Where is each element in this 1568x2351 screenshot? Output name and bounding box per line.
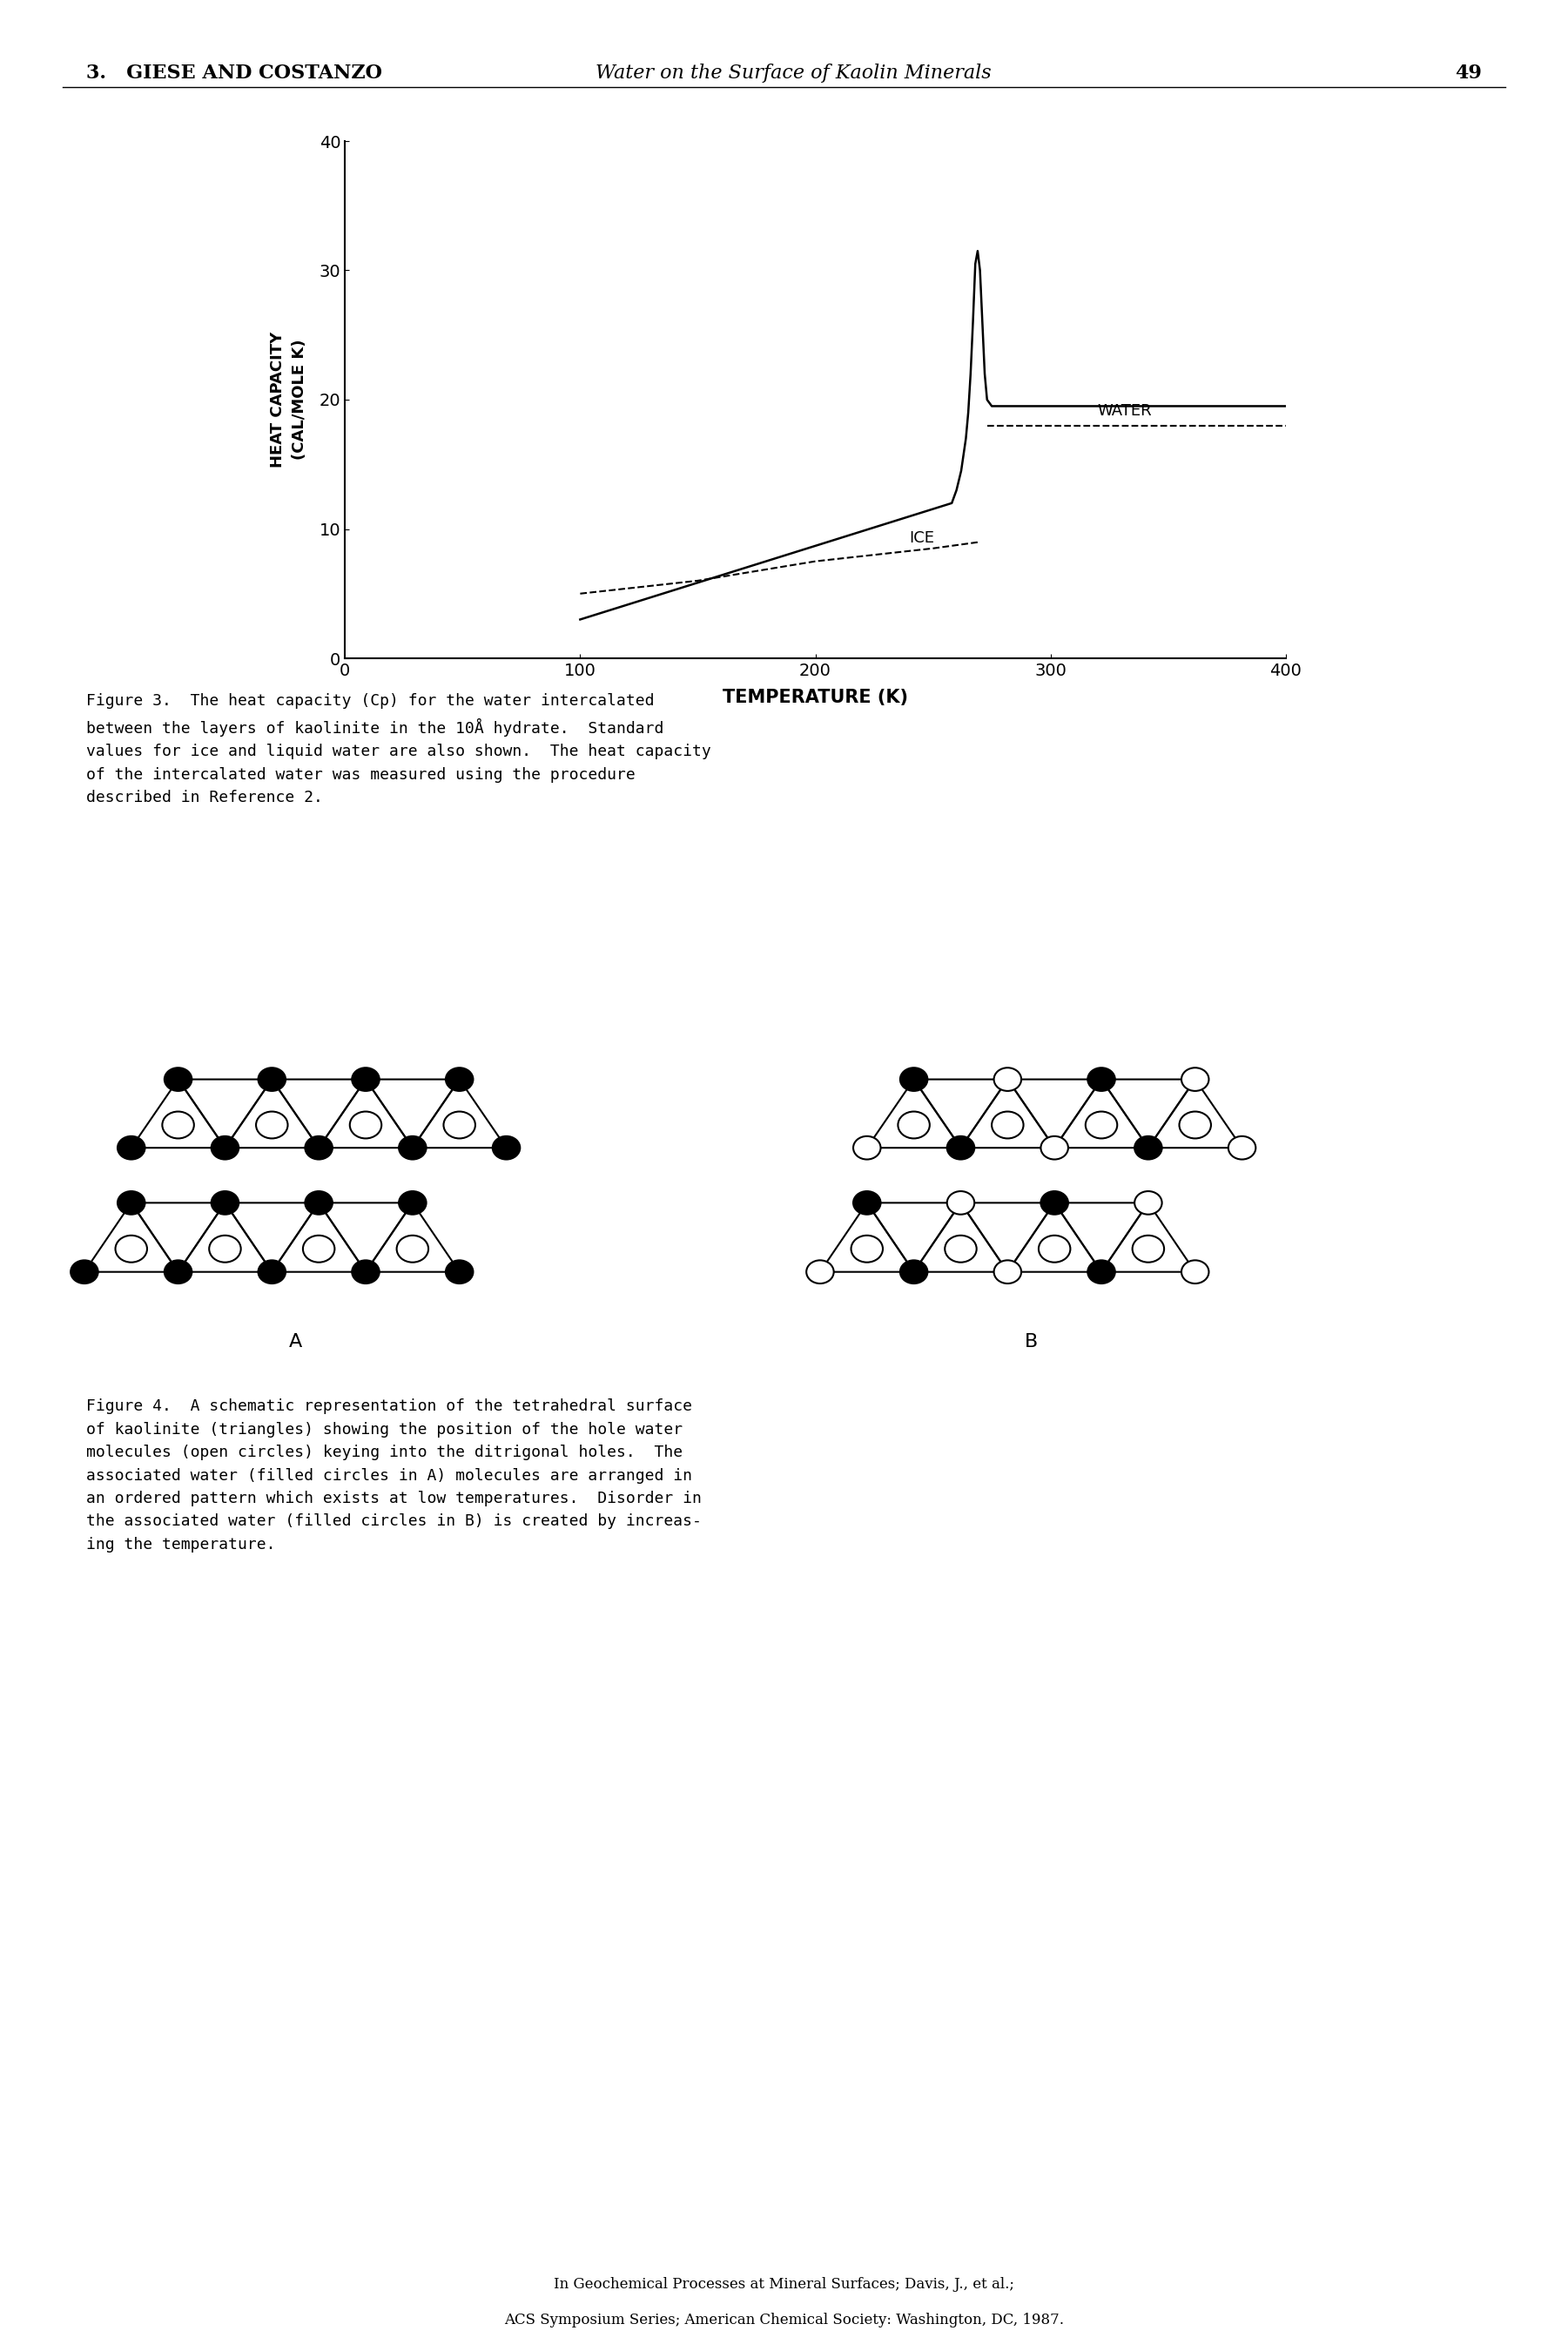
Circle shape — [444, 1112, 475, 1138]
Text: In Geochemical Processes at Mineral Surfaces; Davis, J., et al.;: In Geochemical Processes at Mineral Surf… — [554, 2278, 1014, 2292]
Circle shape — [1038, 1234, 1071, 1262]
Circle shape — [306, 1136, 332, 1159]
Circle shape — [351, 1260, 379, 1284]
Circle shape — [946, 1234, 977, 1262]
Text: WATER: WATER — [1098, 404, 1152, 418]
Circle shape — [1041, 1192, 1068, 1215]
Circle shape — [1181, 1067, 1209, 1091]
Circle shape — [165, 1067, 191, 1091]
Text: Water on the Surface of Kaolin Minerals: Water on the Surface of Kaolin Minerals — [596, 63, 991, 82]
Circle shape — [116, 1234, 147, 1262]
Circle shape — [851, 1234, 883, 1262]
Circle shape — [212, 1192, 238, 1215]
Circle shape — [1085, 1112, 1118, 1138]
Circle shape — [398, 1192, 426, 1215]
Circle shape — [1041, 1136, 1068, 1159]
Circle shape — [118, 1192, 144, 1215]
Text: ACS Symposium Series; American Chemical Society: Washington, DC, 1987.: ACS Symposium Series; American Chemical … — [503, 2313, 1065, 2327]
Circle shape — [806, 1260, 834, 1284]
Circle shape — [1088, 1067, 1115, 1091]
Circle shape — [209, 1234, 241, 1262]
Circle shape — [259, 1067, 285, 1091]
Circle shape — [898, 1112, 930, 1138]
Circle shape — [994, 1260, 1021, 1284]
Circle shape — [259, 1260, 285, 1284]
Circle shape — [1135, 1192, 1162, 1215]
Circle shape — [1135, 1136, 1162, 1159]
Text: 49: 49 — [1455, 63, 1482, 82]
Text: A: A — [289, 1333, 303, 1349]
Circle shape — [397, 1234, 428, 1262]
Circle shape — [398, 1136, 426, 1159]
Circle shape — [256, 1112, 289, 1138]
Circle shape — [1228, 1136, 1256, 1159]
Text: 3.   GIESE AND COSTANZO: 3. GIESE AND COSTANZO — [86, 63, 383, 82]
Circle shape — [445, 1260, 474, 1284]
Circle shape — [900, 1067, 928, 1091]
Circle shape — [492, 1136, 521, 1159]
Circle shape — [71, 1260, 99, 1284]
Circle shape — [853, 1136, 881, 1159]
Circle shape — [947, 1136, 974, 1159]
X-axis label: TEMPERATURE (K): TEMPERATURE (K) — [723, 689, 908, 705]
Circle shape — [994, 1067, 1021, 1091]
Circle shape — [853, 1192, 881, 1215]
Circle shape — [212, 1136, 238, 1159]
Text: B: B — [1024, 1333, 1038, 1349]
Circle shape — [1088, 1260, 1115, 1284]
Circle shape — [118, 1136, 144, 1159]
Circle shape — [991, 1112, 1024, 1138]
Circle shape — [900, 1260, 928, 1284]
Circle shape — [162, 1112, 194, 1138]
Circle shape — [306, 1192, 332, 1215]
Circle shape — [1179, 1112, 1210, 1138]
Text: Figure 4.  A schematic representation of the tetrahedral surface
of kaolinite (t: Figure 4. A schematic representation of … — [86, 1399, 701, 1552]
Circle shape — [351, 1067, 379, 1091]
Circle shape — [947, 1192, 974, 1215]
Y-axis label: HEAT CAPACITY
(CAL/MOLE K): HEAT CAPACITY (CAL/MOLE K) — [270, 331, 307, 468]
Circle shape — [1132, 1234, 1163, 1262]
Circle shape — [1181, 1260, 1209, 1284]
Circle shape — [303, 1234, 334, 1262]
Text: ICE: ICE — [909, 529, 935, 545]
Circle shape — [445, 1067, 474, 1091]
Circle shape — [165, 1260, 191, 1284]
Text: Figure 3.  The heat capacity (Cp) for the water intercalated
between the layers : Figure 3. The heat capacity (Cp) for the… — [86, 694, 712, 806]
Circle shape — [350, 1112, 381, 1138]
